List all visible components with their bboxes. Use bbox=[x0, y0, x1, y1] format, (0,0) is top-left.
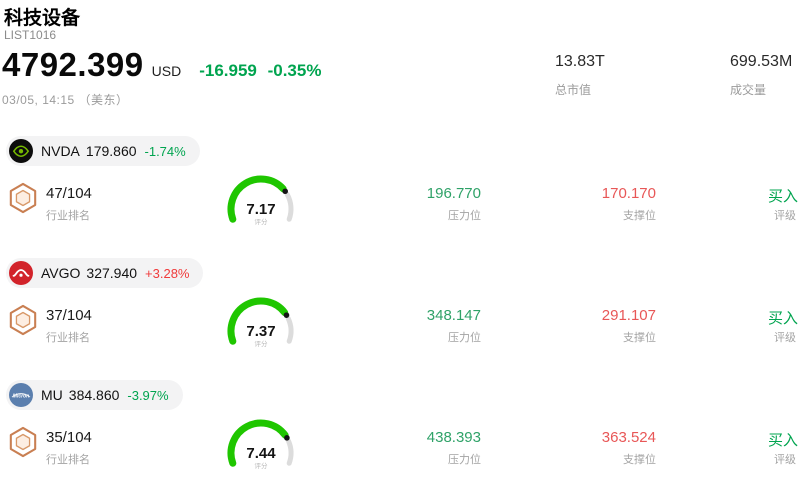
list-id: LIST1016 bbox=[4, 28, 57, 42]
stock-row[interactable]: NVDA 179.860 -1.74% 47/104 行业排名 7.17 评分 1… bbox=[0, 136, 800, 258]
index-price: 4792.399 bbox=[2, 46, 144, 83]
svg-text:7.37: 7.37 bbox=[246, 323, 275, 340]
industry-rank-label: 行业排名 bbox=[46, 210, 90, 222]
stock-change: -3.97% bbox=[127, 387, 169, 403]
stock-row[interactable]: Micron MU 384.860 -3.97% 35/104 行业排名 7.4… bbox=[0, 380, 800, 488]
stock-logo-icon bbox=[9, 139, 33, 163]
svg-text:Micron: Micron bbox=[13, 394, 29, 400]
rating-value: 买入 bbox=[768, 188, 799, 205]
support-label: 支撑位 bbox=[623, 332, 656, 344]
support-label: 支撑位 bbox=[623, 210, 656, 222]
stock-symbol: MU bbox=[41, 387, 63, 403]
volume-stat: 699.53M 成交量 bbox=[730, 53, 792, 98]
volume-label: 成交量 bbox=[730, 83, 767, 97]
resistance-label: 压力位 bbox=[448, 332, 481, 344]
stock-symbol: AVGO bbox=[41, 265, 81, 281]
stock-pill[interactable]: Micron MU 384.860 -3.97% bbox=[6, 380, 183, 410]
industry-rank-label: 行业排名 bbox=[46, 454, 90, 466]
support-value: 291.107 bbox=[601, 307, 656, 324]
resistance-value: 196.770 bbox=[426, 185, 481, 202]
stock-row[interactable]: AVGO 327.940 +3.28% 37/104 行业排名 7.37 评分 3… bbox=[0, 258, 800, 380]
score-gauge: 7.44 评分 bbox=[218, 418, 304, 480]
index-change: -16.959 -0.35% bbox=[199, 61, 322, 80]
stock-change: +3.28% bbox=[145, 265, 190, 281]
rating-label: 评级 bbox=[774, 210, 796, 222]
svg-text:评分: 评分 bbox=[255, 461, 269, 470]
stock-logo-icon: Micron bbox=[9, 383, 33, 407]
svg-text:7.44: 7.44 bbox=[246, 445, 276, 462]
market-cap-label: 总市值 bbox=[555, 83, 592, 97]
stock-list: NVDA 179.860 -1.74% 47/104 行业排名 7.17 评分 1… bbox=[0, 136, 800, 488]
currency-label: USD bbox=[151, 63, 182, 79]
index-datetime: 03/05, 14:15 （美东） bbox=[2, 93, 129, 107]
resistance-label: 压力位 bbox=[448, 210, 481, 222]
industry-rank-value: 35/104 bbox=[46, 429, 92, 446]
resistance-value: 348.147 bbox=[426, 307, 481, 324]
rating-value: 买入 bbox=[768, 432, 799, 449]
page-title: 科技设备 bbox=[4, 8, 81, 29]
stock-pill[interactable]: NVDA 179.860 -1.74% bbox=[6, 136, 200, 166]
stock-pill[interactable]: AVGO 327.940 +3.28% bbox=[6, 258, 204, 288]
rating-value: 买入 bbox=[768, 310, 799, 327]
index-price-line: 4792.399 USD -16.959 -0.35% bbox=[2, 46, 321, 84]
industry-rank-value: 47/104 bbox=[46, 185, 92, 202]
market-cap-stat: 13.83T 总市值 bbox=[555, 53, 605, 98]
rating-label: 评级 bbox=[774, 332, 796, 344]
svg-text:评分: 评分 bbox=[255, 217, 269, 226]
resistance-label: 压力位 bbox=[448, 454, 481, 466]
score-gauge: 7.17 评分 bbox=[218, 174, 304, 236]
stock-logo-icon bbox=[9, 261, 33, 285]
stock-change: -1.74% bbox=[144, 143, 186, 159]
industry-rank-hexagon-icon bbox=[8, 426, 38, 458]
svg-text:评分: 评分 bbox=[255, 339, 269, 348]
industry-rank-label: 行业排名 bbox=[46, 332, 90, 344]
industry-rank-hexagon-icon bbox=[8, 182, 38, 214]
stock-price: 384.860 bbox=[68, 387, 120, 403]
support-value: 170.170 bbox=[601, 185, 656, 202]
stock-symbol: NVDA bbox=[41, 143, 80, 159]
market-cap-value: 13.83T bbox=[555, 53, 605, 70]
svg-text:7.17: 7.17 bbox=[246, 201, 275, 218]
volume-value: 699.53M bbox=[730, 53, 793, 70]
support-label: 支撑位 bbox=[623, 454, 656, 466]
stock-price: 327.940 bbox=[86, 265, 138, 281]
resistance-value: 438.393 bbox=[426, 429, 481, 446]
stock-price: 179.860 bbox=[85, 143, 137, 159]
support-value: 363.524 bbox=[601, 429, 656, 446]
rating-label: 评级 bbox=[774, 454, 796, 466]
industry-rank-value: 37/104 bbox=[46, 307, 92, 324]
score-gauge: 7.37 评分 bbox=[218, 296, 304, 358]
industry-rank-hexagon-icon bbox=[8, 304, 38, 336]
